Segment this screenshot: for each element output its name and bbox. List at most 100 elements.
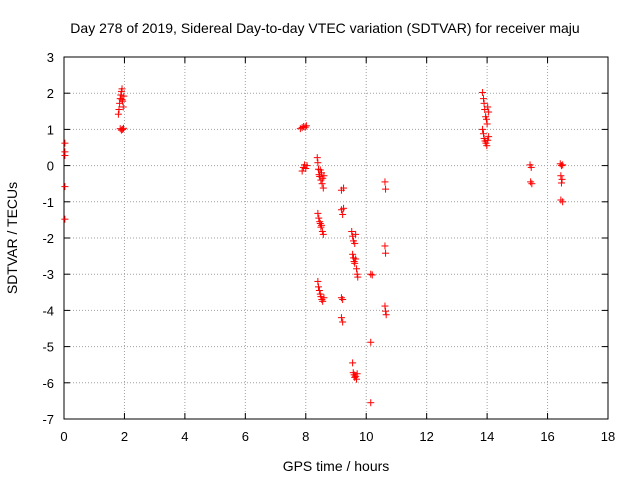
data-point — [317, 176, 325, 184]
data-point — [367, 399, 375, 407]
data-point — [479, 130, 487, 138]
data-point — [348, 227, 356, 235]
data-point — [484, 136, 492, 144]
x-tick-label: 2 — [121, 429, 128, 444]
data-point — [367, 338, 375, 346]
data-point — [528, 180, 536, 188]
data-point — [320, 172, 328, 180]
data-point — [557, 196, 565, 204]
data-point — [303, 162, 311, 170]
data-point — [317, 221, 325, 229]
data-point — [367, 270, 375, 278]
data-point — [340, 184, 348, 192]
data-point — [319, 184, 327, 192]
data-point — [483, 120, 491, 128]
data-point — [349, 359, 357, 367]
data-point — [117, 91, 125, 99]
data-point — [382, 249, 390, 257]
y-tick-label: -6 — [42, 376, 54, 391]
data-point — [351, 239, 359, 247]
data-point — [319, 297, 327, 305]
data-point — [317, 293, 325, 301]
data-point — [339, 210, 347, 218]
data-point — [485, 133, 493, 141]
y-tick-label: -1 — [42, 195, 54, 210]
y-tick-label: -4 — [42, 303, 54, 318]
data-point — [382, 185, 390, 193]
y-tick-label: 1 — [47, 122, 54, 137]
data-point — [302, 164, 310, 172]
y-tick-label: -5 — [42, 340, 54, 355]
data-point — [302, 122, 310, 130]
data-point — [316, 220, 324, 228]
data-point — [353, 370, 361, 378]
data-point — [61, 151, 69, 159]
data-point — [354, 273, 362, 281]
x-tick-label: 4 — [181, 429, 188, 444]
data-point — [353, 265, 361, 273]
y-axis-title: SDTVAR / TECUs — [4, 182, 20, 294]
data-point — [353, 375, 361, 383]
data-point — [351, 373, 359, 381]
data-point — [352, 230, 360, 238]
data-point — [61, 183, 69, 191]
data-point — [61, 215, 69, 223]
data-point — [340, 204, 348, 212]
data-point — [119, 125, 127, 133]
data-point — [382, 311, 390, 319]
data-point — [318, 180, 326, 188]
data-point — [349, 250, 357, 258]
data-point — [114, 110, 122, 118]
x-tick-label: 6 — [242, 429, 249, 444]
data-point — [61, 139, 69, 147]
data-point — [558, 175, 566, 183]
data-point — [479, 95, 487, 103]
data-point — [313, 154, 321, 162]
data-point — [315, 214, 323, 222]
data-point — [557, 162, 565, 170]
data-point — [118, 96, 126, 104]
data-point — [479, 88, 487, 96]
data-point — [118, 85, 126, 93]
data-point — [483, 115, 491, 123]
data-point — [314, 283, 322, 291]
data-series-markers — [61, 85, 567, 407]
data-point — [119, 103, 127, 111]
data-point — [559, 161, 567, 169]
data-point — [298, 167, 306, 175]
data-point — [381, 302, 389, 310]
data-point — [339, 318, 347, 326]
data-point — [557, 179, 565, 187]
data-point — [317, 223, 325, 231]
x-tick-label: 8 — [302, 429, 309, 444]
x-axis-title: GPS time / hours — [283, 458, 390, 474]
data-point — [353, 270, 361, 278]
grid — [64, 57, 608, 419]
y-tick-label: 3 — [47, 50, 54, 65]
data-point — [485, 108, 493, 116]
data-point — [120, 92, 128, 100]
x-tick-label: 14 — [480, 429, 494, 444]
data-point — [314, 159, 322, 167]
data-point — [527, 163, 535, 171]
data-point — [320, 294, 328, 302]
data-point — [368, 271, 376, 279]
data-point — [349, 232, 357, 240]
data-point — [314, 277, 322, 285]
data-point — [119, 97, 127, 105]
data-point — [483, 142, 491, 150]
data-point — [381, 178, 389, 186]
data-point — [479, 125, 487, 133]
data-point — [316, 218, 324, 226]
y-tick-label: -2 — [42, 231, 54, 246]
data-point — [314, 209, 322, 217]
data-point — [527, 178, 535, 186]
data-point — [339, 296, 347, 304]
plot-area-frame — [63, 56, 609, 420]
data-point — [115, 105, 123, 113]
x-tick-label: 12 — [419, 429, 433, 444]
data-point — [559, 198, 567, 206]
x-tick-label: 18 — [601, 429, 615, 444]
data-point — [318, 227, 326, 235]
